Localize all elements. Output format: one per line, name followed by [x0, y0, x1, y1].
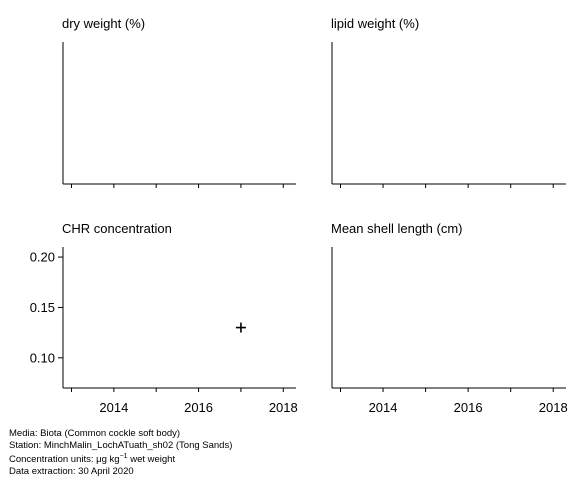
- chart-panel-3: CHR concentration 2014 2016 2018 0.10 0.15 0.2…: [30, 221, 298, 415]
- chart-footer: Media: Biota (Common cockle soft body) S…: [9, 428, 232, 477]
- footer-station: Station: MinchMalin_LochATuath_sh02 (Ton…: [9, 439, 233, 451]
- data-point-marker: [235, 322, 246, 333]
- footer-units-exp: −1: [119, 453, 128, 460]
- footer-units-suffix: wet weight: [130, 454, 176, 466]
- chart-panel-2: lipid weight (%): [331, 16, 566, 188]
- footer-media: Media: Biota (Common cockle soft body): [9, 428, 181, 439]
- x-tick-label: 2018: [539, 400, 568, 415]
- footer-extraction: Data extraction: 30 April 2020: [9, 465, 134, 477]
- chart-panel-1: dry weight (%): [62, 16, 296, 188]
- x-tick-label: 2018: [269, 400, 298, 415]
- y-tick-label: 0.15: [30, 300, 55, 315]
- y-tick-label: 0.20: [30, 250, 55, 265]
- footer-units-unit: μg kg: [96, 454, 120, 466]
- panel-title: Mean shell length (cm): [331, 221, 463, 236]
- x-tick-label: 2016: [184, 400, 213, 415]
- panel-title: dry weight (%): [62, 16, 145, 31]
- chart-panel-4: Mean shell length (cm) 2014 2016 2018: [331, 221, 568, 415]
- panel-title: CHR concentration: [62, 221, 172, 236]
- y-tick-label: 0.10: [30, 350, 55, 365]
- x-tick-label: 2016: [454, 400, 483, 415]
- x-tick-label: 2014: [369, 400, 398, 415]
- footer-units: Concentration units: μg kg−1 wet weight: [9, 451, 232, 466]
- x-tick-label: 2014: [99, 400, 128, 415]
- panel-title: lipid weight (%): [331, 16, 419, 31]
- footer-units-prefix: Concentration units:: [9, 454, 94, 466]
